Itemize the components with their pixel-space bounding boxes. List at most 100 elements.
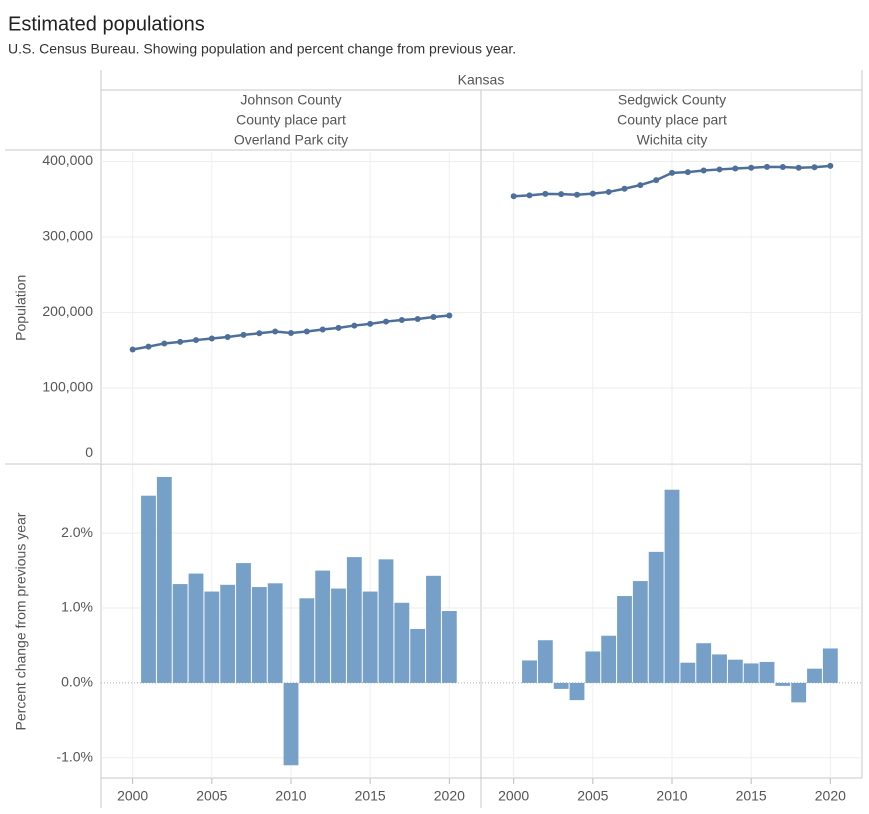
point <box>637 182 644 189</box>
bar <box>410 628 426 683</box>
bar <box>617 596 632 683</box>
bar <box>632 581 648 683</box>
point <box>272 328 279 335</box>
point <box>589 190 596 197</box>
point <box>526 192 533 199</box>
point <box>700 167 707 174</box>
bar <box>696 643 712 683</box>
point <box>383 318 389 325</box>
y-tick-label: 1.0% <box>61 599 93 615</box>
y-tick-label: 100,000 <box>42 379 93 395</box>
bar <box>204 591 220 683</box>
bar <box>394 602 410 683</box>
column-header: County place part <box>617 112 727 128</box>
x-tick-label: 2010 <box>275 788 306 804</box>
bar <box>791 682 807 703</box>
column-header: Sedgwick County <box>618 92 726 108</box>
point <box>827 162 834 169</box>
point <box>574 191 580 198</box>
point <box>446 312 453 319</box>
bar <box>664 489 680 683</box>
point <box>193 337 199 344</box>
bar <box>585 651 601 683</box>
bar <box>172 584 188 683</box>
bar <box>680 662 696 683</box>
column-header: Wichita city <box>637 132 708 148</box>
point <box>732 165 739 172</box>
point <box>542 190 549 197</box>
point <box>351 322 358 329</box>
bar <box>220 584 236 683</box>
bar <box>283 682 299 766</box>
chart-subtitle: U.S. Census Bureau. Showing population a… <box>8 41 516 57</box>
x-tick-label: 2000 <box>498 788 529 804</box>
point <box>414 315 421 322</box>
bar <box>315 570 331 683</box>
bar <box>188 573 204 683</box>
point <box>621 185 628 192</box>
x-tick-label: 2010 <box>656 788 687 804</box>
bar <box>569 682 585 701</box>
y-tick-label: 300,000 <box>42 228 93 244</box>
point <box>605 188 612 195</box>
y-tick-label: 0.0% <box>61 674 93 690</box>
point <box>748 164 755 171</box>
bar <box>759 661 775 683</box>
bar <box>822 648 838 683</box>
point <box>653 177 660 184</box>
y-axis-title: Population <box>13 275 29 341</box>
point <box>319 326 326 333</box>
point <box>288 329 294 336</box>
bar <box>743 663 759 683</box>
marks <box>129 162 838 766</box>
bar <box>775 682 791 686</box>
bar <box>346 557 362 683</box>
point <box>335 324 342 331</box>
y-tick-label: 0 <box>85 444 93 460</box>
point <box>795 164 802 171</box>
point <box>224 333 231 340</box>
x-tick-label: 2015 <box>736 788 767 804</box>
bar <box>807 668 822 683</box>
column-header: Johnson County <box>240 92 341 108</box>
bar <box>648 551 664 683</box>
point <box>161 340 168 347</box>
point <box>129 346 136 353</box>
x-tick-label: 2005 <box>577 788 608 804</box>
point <box>398 317 405 324</box>
bar <box>712 654 727 683</box>
bar <box>331 588 346 683</box>
x-tick-label: 2020 <box>434 788 465 804</box>
y-tick-label: -1.0% <box>56 748 93 764</box>
bar <box>553 682 569 689</box>
bar <box>299 598 315 683</box>
point <box>669 169 675 176</box>
point <box>510 193 517 200</box>
column-header: Overland Park city <box>234 132 348 148</box>
point <box>208 335 215 342</box>
chart-title: Estimated populations <box>8 13 205 35</box>
point <box>779 164 786 171</box>
point <box>240 331 247 338</box>
facet-header: Kansas <box>458 72 505 88</box>
bar <box>141 495 156 683</box>
bar <box>156 476 172 683</box>
point <box>145 343 152 350</box>
x-tick-label: 2015 <box>355 788 386 804</box>
bar <box>362 591 378 683</box>
bar <box>378 559 394 683</box>
column-header: County place part <box>236 112 346 128</box>
point <box>684 169 691 176</box>
point <box>764 163 770 170</box>
y-tick-label: 400,000 <box>42 152 93 168</box>
bar <box>601 635 617 683</box>
point <box>811 164 818 171</box>
point <box>558 191 565 198</box>
bar <box>727 659 743 683</box>
bar <box>537 640 553 683</box>
bar <box>236 563 251 683</box>
bar <box>267 583 283 683</box>
bar <box>251 587 267 683</box>
x-tick-label: 2005 <box>196 788 227 804</box>
